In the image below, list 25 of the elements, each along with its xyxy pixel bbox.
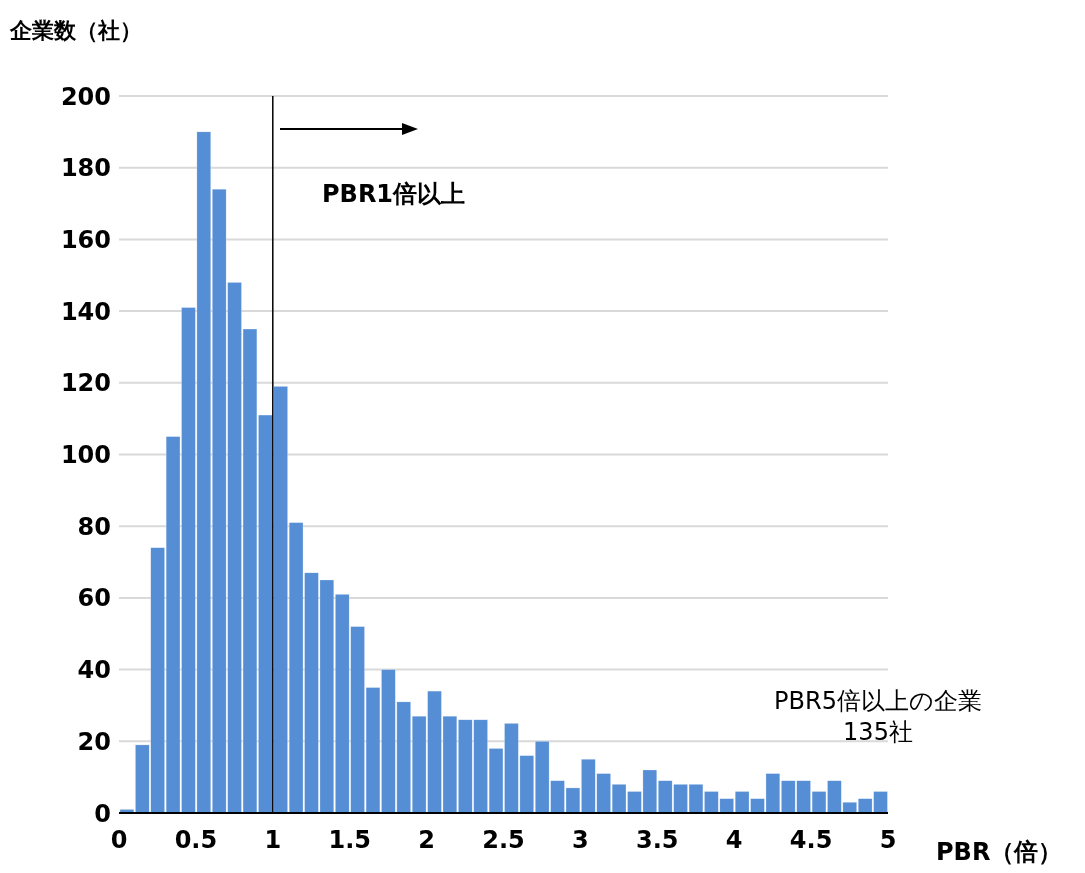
y-tick-label: 20 [77, 727, 111, 756]
x-tick-label: 4 [725, 826, 743, 855]
y-tick-label: 40 [77, 656, 111, 685]
y-tick-label: 160 [60, 225, 111, 254]
x-tick-label: 1 [264, 826, 282, 855]
y-tick-label: 140 [60, 297, 111, 326]
y-tick-label: 60 [77, 584, 111, 613]
y-tick-label: 80 [77, 512, 111, 541]
annotation: PBR5倍以上の企業 135社 [773, 686, 983, 749]
y-tick-label: 0 [94, 799, 111, 828]
x-tick-label: 0.5 [174, 826, 218, 855]
y-tick-label: 200 [60, 82, 111, 111]
x-tick-label: 1.5 [328, 826, 371, 855]
y-axis-title: 企業数（社） [10, 17, 142, 45]
x-tick-label: 3 [572, 826, 589, 855]
x-tick-label: 5 [879, 826, 897, 855]
y-tick-label: 100 [60, 441, 111, 470]
x-tick-label: 3.5 [636, 826, 679, 855]
y-tick-label: 180 [60, 154, 111, 183]
x-tick-label: 4.5 [789, 826, 833, 855]
x-tick-label: 2 [418, 826, 435, 855]
x-tick-label: 2.5 [482, 826, 525, 855]
x-axis-title: PBR（倍） [936, 837, 1063, 868]
annotation: PBR1倍以上 [322, 179, 466, 210]
y-tick-label: 120 [60, 369, 111, 398]
